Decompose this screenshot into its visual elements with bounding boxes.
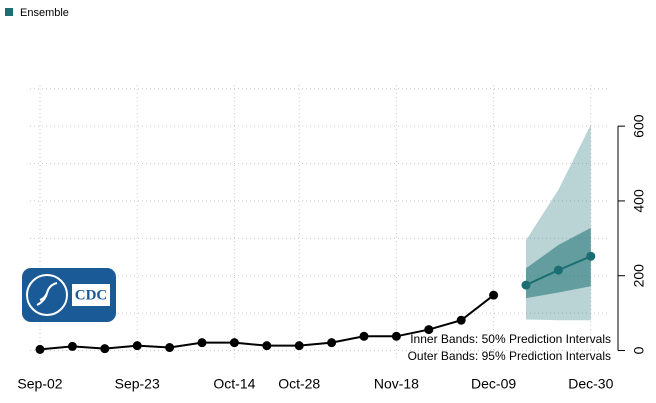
observed-point — [294, 341, 304, 351]
y-tick-label: 0 — [631, 346, 647, 354]
y-tick-label: 200 — [631, 264, 647, 288]
x-tick-label: Oct-28 — [278, 376, 320, 392]
observed-point — [424, 325, 434, 335]
observed-point — [197, 338, 207, 348]
x-tick-label: Nov-18 — [374, 376, 419, 392]
forecast-point — [553, 265, 563, 275]
observed-point — [391, 331, 401, 341]
x-tick-label: Sep-02 — [17, 376, 62, 392]
logo-plate — [72, 284, 110, 306]
logo-eagle — [36, 282, 58, 306]
annotation: Outer Bands: 95% Prediction Intervals — [408, 349, 611, 363]
observed-point — [359, 331, 369, 341]
observed-point — [229, 338, 239, 348]
x-tick-label: Sep-23 — [115, 376, 160, 392]
observed-point — [262, 341, 272, 351]
legend-label: Ensemble — [20, 7, 69, 19]
observed-point — [100, 344, 110, 354]
observed-point — [456, 315, 466, 325]
x-tick-label: Oct-14 — [213, 376, 255, 392]
observed-point — [132, 341, 142, 351]
annotation: Inner Bands: 50% Prediction Intervals — [410, 332, 611, 346]
grid — [30, 85, 610, 358]
legend-swatch — [5, 8, 13, 16]
observed-point — [489, 290, 499, 300]
observed-point — [165, 343, 175, 353]
x-tick-label: Dec-09 — [471, 376, 516, 392]
cdc-logo: CDC — [22, 268, 116, 322]
y-tick-label: 400 — [631, 189, 647, 213]
observed-point — [35, 344, 45, 354]
x-tick-label: Dec-30 — [568, 376, 613, 392]
logo-seal — [26, 274, 68, 316]
y-tick-label: 600 — [631, 114, 647, 138]
prediction-band — [526, 227, 591, 299]
forecast-point — [521, 280, 531, 290]
observed-point — [67, 341, 77, 351]
forecast-point — [586, 251, 596, 261]
logo-text: CDC — [75, 287, 108, 303]
observed-point — [327, 338, 337, 348]
logo-box — [22, 268, 116, 322]
